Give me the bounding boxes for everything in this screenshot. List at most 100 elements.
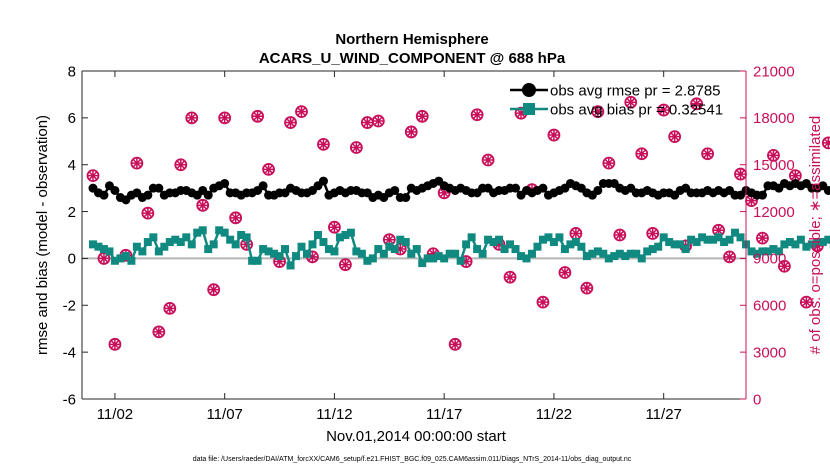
- bias-point: [281, 245, 290, 254]
- obs-assimilated-point: [636, 148, 647, 159]
- x-axis-label: Nov.01,2014 00:00:00 start: [326, 428, 507, 445]
- bias-point: [511, 245, 520, 254]
- y-right-tick-label: 3000: [753, 344, 786, 361]
- x-tick-label: 11/12: [316, 406, 352, 423]
- obs-possible-point: [646, 227, 660, 240]
- obs-assimilated-point: [428, 248, 439, 259]
- obs-possible-point: [470, 108, 484, 122]
- bias-point: [714, 233, 723, 242]
- bias-point: [769, 245, 778, 254]
- bias-point: [330, 247, 339, 256]
- bias-point: [522, 254, 531, 263]
- bias-point: [736, 233, 745, 242]
- bias-point: [275, 252, 284, 261]
- obs-possible-point: [152, 325, 166, 339]
- bias-point: [495, 235, 504, 244]
- bias-point: [818, 238, 827, 247]
- obs-assimilated-point: [197, 200, 208, 211]
- obs-possible-point: [328, 220, 341, 234]
- obs-assimilated-point: [285, 117, 296, 128]
- obs-possible-point: [284, 116, 297, 129]
- obs-assimilated-point: [570, 228, 581, 239]
- obs-assimilated-point: [230, 212, 241, 223]
- obs-possible-point: [767, 148, 780, 162]
- bias-point: [390, 245, 399, 254]
- bias-point: [467, 233, 476, 242]
- axes-layer: -6 -4 -2 0 2 4 6 8 0 3000 6000 9000 12000 15000 18000 2…: [63, 63, 795, 423]
- bias-point: [182, 233, 191, 242]
- obs-assimilated-point: [746, 195, 757, 206]
- obs-assimilated-point: [735, 169, 746, 180]
- obs-assimilated-point: [153, 326, 164, 337]
- obs-possible-point: [251, 109, 265, 123]
- bias-point: [94, 242, 103, 251]
- bias-point: [401, 238, 410, 247]
- obs-assimilated-point: [417, 111, 428, 122]
- bias-point: [99, 245, 108, 254]
- bias-point: [132, 242, 141, 251]
- x-tick-label: 11/22: [536, 406, 572, 423]
- obs-possible-point: [778, 259, 791, 273]
- rmse-point: [99, 190, 109, 200]
- bias-point: [215, 226, 224, 235]
- bias-point: [116, 254, 125, 263]
- obs-possible-point: [262, 162, 275, 176]
- obs-assimilated-point: [724, 251, 735, 262]
- obs-assimilated-point: [823, 137, 830, 148]
- obs-possible-point: [558, 266, 572, 279]
- obs-possible-point: [196, 198, 210, 212]
- rmse-series-layer: [88, 176, 830, 205]
- obs-assimilated-point: [439, 187, 450, 198]
- obs-assimilated-point: [329, 222, 340, 233]
- obs-assimilated-point: [241, 239, 252, 250]
- obs-possible-point: [185, 111, 199, 125]
- legend-rmse-marker: [522, 83, 536, 97]
- bias-point: [709, 235, 718, 244]
- bias-point: [379, 249, 388, 258]
- bias-point: [549, 238, 558, 247]
- bias-point: [632, 249, 641, 258]
- obs-possible-point: [657, 103, 671, 117]
- obs-assimilated-point: [559, 267, 570, 278]
- bias-point: [610, 252, 619, 261]
- bias-point: [681, 245, 690, 254]
- bias-point: [341, 231, 350, 239]
- obs-possible-point: [371, 114, 385, 128]
- bias-point: [110, 256, 119, 265]
- obs-possible-point: [624, 95, 638, 109]
- bias-point: [807, 240, 816, 249]
- obs-possible-point: [295, 105, 308, 119]
- y-right-tick-label: 21000: [753, 63, 795, 80]
- bias-point: [423, 254, 432, 263]
- bias-point: [676, 240, 685, 249]
- bias-point: [615, 249, 624, 258]
- bias-point: [259, 245, 268, 254]
- obs-assimilated-point: [175, 159, 186, 170]
- bias-point: [670, 240, 679, 249]
- bias-point: [527, 249, 536, 258]
- obs-possible-point: [503, 270, 517, 284]
- obs-assimilated-point: [658, 105, 669, 116]
- bias-point: [231, 240, 240, 249]
- legend-bias-label: obs avg bias pr = 0.32541: [550, 101, 723, 118]
- bias-point: [220, 228, 229, 237]
- bias-point: [484, 235, 493, 244]
- obs-assimilated-point: [647, 228, 658, 239]
- bias-point: [440, 254, 449, 263]
- bias-point: [418, 259, 427, 268]
- obs-possible-point: [799, 295, 813, 309]
- obs-assimilated-point: [702, 148, 713, 159]
- bias-point: [434, 252, 443, 261]
- rmse-point: [318, 176, 328, 186]
- obs-possible-point: [602, 156, 616, 170]
- obs-possible-point: [690, 97, 704, 111]
- data-file-footnote: data file: /Users/raeder/DAI/ATM_forcXX/…: [193, 456, 632, 463]
- obs-assimilated-point: [263, 164, 274, 175]
- rmse-point: [258, 181, 268, 191]
- chart-title: Northern Hemisphere: [335, 31, 488, 48]
- obs-assimilated-point: [592, 106, 603, 117]
- rmse-point: [593, 185, 603, 195]
- obs-assimilated-point: [537, 297, 548, 308]
- obs-count-layer: [86, 95, 830, 351]
- obs-possible-point: [613, 228, 627, 242]
